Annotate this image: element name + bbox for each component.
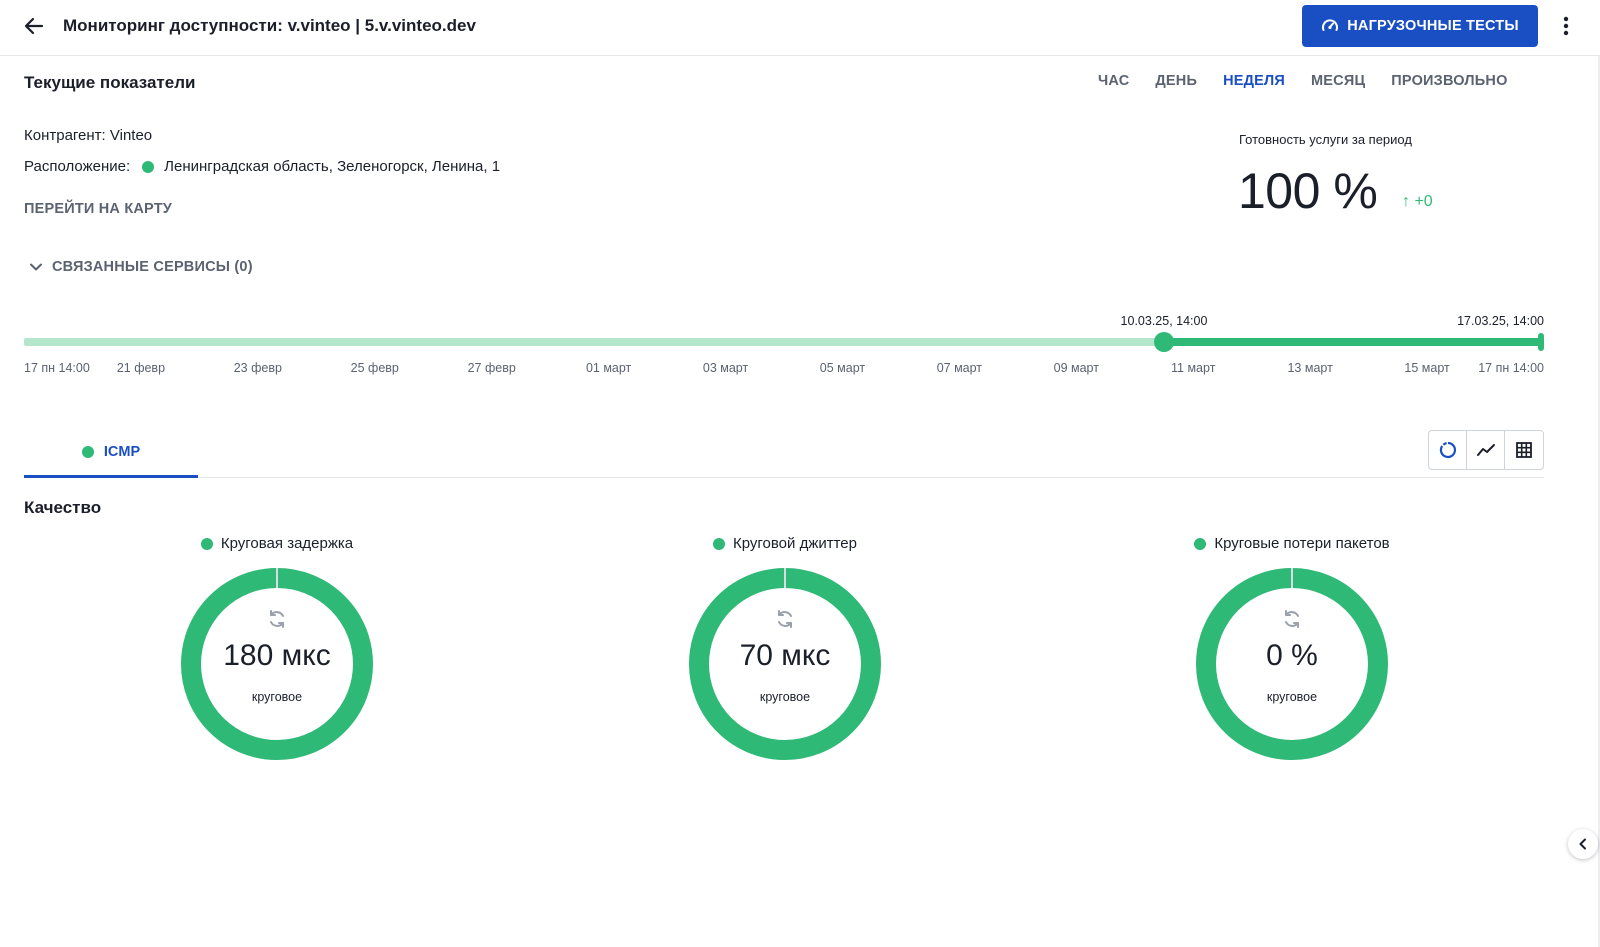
location-value: Ленинградская область, Зеленогорск, Лени… (164, 158, 501, 175)
availability-delta: ↑ +0 (1402, 193, 1433, 210)
gauge-ring (181, 568, 373, 760)
time-range-slider[interactable]: 10.03.25, 14:00 17.03.25, 14:00 17 пн 14… (0, 300, 1600, 390)
gauge-ring (1196, 568, 1388, 760)
range-start-label: 10.03.25, 14:00 (1120, 314, 1208, 328)
timeline-selected-range (1164, 338, 1544, 346)
range-end-label: 17.03.25, 14:00 (1457, 314, 1544, 328)
view-line-button[interactable] (1467, 431, 1505, 469)
gauge-legend-dot (200, 537, 213, 550)
gauge-legend-label: Круговая задержка (220, 535, 354, 552)
period-selector: ЧАС ДЕНЬ НЕДЕЛЯ МЕСЯЦ ПРОИЗВОЛЬНО (1098, 73, 1534, 89)
quality-gauge: Круговая задержка 180 мкс круговое (147, 535, 407, 765)
gauge-legend-label: Круговые потери пакетов (1214, 535, 1390, 552)
availability-value: 100 % (1238, 163, 1378, 219)
scrollbar-track (1598, 56, 1600, 947)
related-services-toggle[interactable]: СВЯЗАННЫЕ СЕРВИСЫ (0) (28, 259, 253, 275)
range-start-handle[interactable] (1154, 332, 1174, 352)
timeline-tick-label: 15 март (1404, 361, 1450, 375)
quality-gauge: Круговые потери пакетов 0 % круговое (1162, 535, 1422, 765)
table-icon (1516, 442, 1532, 458)
protocol-tabs: ICMP (24, 428, 1544, 478)
timeline-tick-label: 07 март (936, 361, 983, 375)
chevron-down-icon (30, 263, 42, 271)
load-tests-button[interactable]: НАГРУЗОЧНЫЕ ТЕСТЫ (1302, 5, 1538, 47)
view-donut-button[interactable] (1429, 431, 1467, 469)
refresh-icon (778, 610, 792, 628)
app-header: Мониторинг доступности: v.vinteo | 5.v.v… (0, 0, 1600, 56)
page-title: Мониторинг доступности: v.vinteo | 5.v.v… (63, 16, 476, 35)
tab-icmp[interactable]: ICMP (24, 428, 198, 478)
gauge-legend-dot (1194, 537, 1207, 550)
timeline-tick-label: 17 пн 14:00 (1478, 361, 1544, 375)
location-row: Расположение: Ленинградская область, Зел… (24, 158, 500, 175)
back-button[interactable] (20, 12, 48, 40)
load-tests-label: НАГРУЗОЧНЫЕ ТЕСТЫ (1347, 18, 1519, 34)
period-week[interactable]: НЕДЕЛЯ (1223, 73, 1286, 89)
arrow-left-icon (24, 17, 44, 35)
quality-title: Качество (24, 498, 102, 517)
timeline-tick-label: 05 март (819, 361, 866, 375)
gauge-legend-dot (712, 537, 725, 550)
timeline-track (24, 332, 1544, 352)
gauge-sublabel: круговое (759, 690, 811, 704)
period-day[interactable]: ДЕНЬ (1155, 73, 1198, 89)
gauge-ring (689, 568, 881, 760)
timeline-tick-label: 25 февр (350, 361, 399, 375)
timeline-tick-label: 03 март (702, 361, 749, 375)
gauge-value: 0 % (1266, 639, 1318, 672)
gauge-sublabel: круговое (251, 690, 303, 704)
gauge-legend-label: Круговой джиттер (732, 535, 857, 552)
more-menu-button[interactable] (1554, 12, 1578, 40)
donut-chart-icon (1439, 441, 1456, 459)
refresh-icon (1285, 610, 1299, 628)
view-switcher (1428, 430, 1544, 470)
quality-gauge: Круговой джиттер 70 мкс круговое (655, 535, 915, 765)
timeline-tick-label: 27 февр (467, 361, 516, 375)
chevron-left-icon (1579, 838, 1586, 850)
range-end-handle[interactable] (1538, 333, 1544, 351)
view-table-button[interactable] (1505, 431, 1543, 469)
timeline-tick-label: 17 пн 14:00 (24, 361, 90, 375)
side-panel-toggle[interactable] (1568, 829, 1598, 859)
contractor-row: Контрагент: Vinteo (24, 127, 152, 144)
current-metrics-title: Текущие показатели (24, 73, 196, 92)
speedometer-icon (1322, 19, 1339, 31)
period-month[interactable]: МЕСЯЦ (1311, 73, 1366, 89)
timeline-tick-label: 13 март (1287, 361, 1333, 375)
line-chart-icon (1476, 444, 1495, 456)
gauge-legend: Круговые потери пакетов (1162, 535, 1422, 552)
timeline-tick-label: 11 март (1171, 361, 1216, 375)
gauge-legend: Круговая задержка (147, 535, 407, 552)
availability-label: Готовность услуги за период (1239, 132, 1412, 147)
timeline-tick-label: 21 февр (116, 361, 166, 375)
related-services-label: СВЯЗАННЫЕ СЕРВИСЫ (0) (52, 259, 253, 275)
timeline-tick-label: 09 март (1053, 361, 1099, 375)
location-status-dot (142, 160, 155, 173)
more-vertical-icon (1563, 16, 1569, 36)
contractor-text: Контрагент: Vinteo (24, 127, 153, 144)
gauge-sublabel: круговое (1266, 690, 1318, 704)
tab-status-dot (81, 445, 94, 458)
gauge-value: 180 мкс (223, 639, 331, 672)
go-to-map-link[interactable]: ПЕРЕЙТИ НА КАРТУ (24, 201, 173, 217)
timeline-tick-label: 23 февр (233, 361, 282, 375)
refresh-icon (270, 610, 284, 628)
gauge-legend: Круговой джиттер (655, 535, 915, 552)
timeline-tick-label: 01 март (585, 361, 632, 375)
location-label: Расположение: (24, 158, 131, 175)
period-custom[interactable]: ПРОИЗВОЛЬНО (1391, 73, 1508, 89)
period-hour[interactable]: ЧАС (1098, 73, 1130, 89)
tab-icmp-label: ICMP (103, 443, 141, 460)
gauge-value: 70 мкс (739, 639, 831, 672)
